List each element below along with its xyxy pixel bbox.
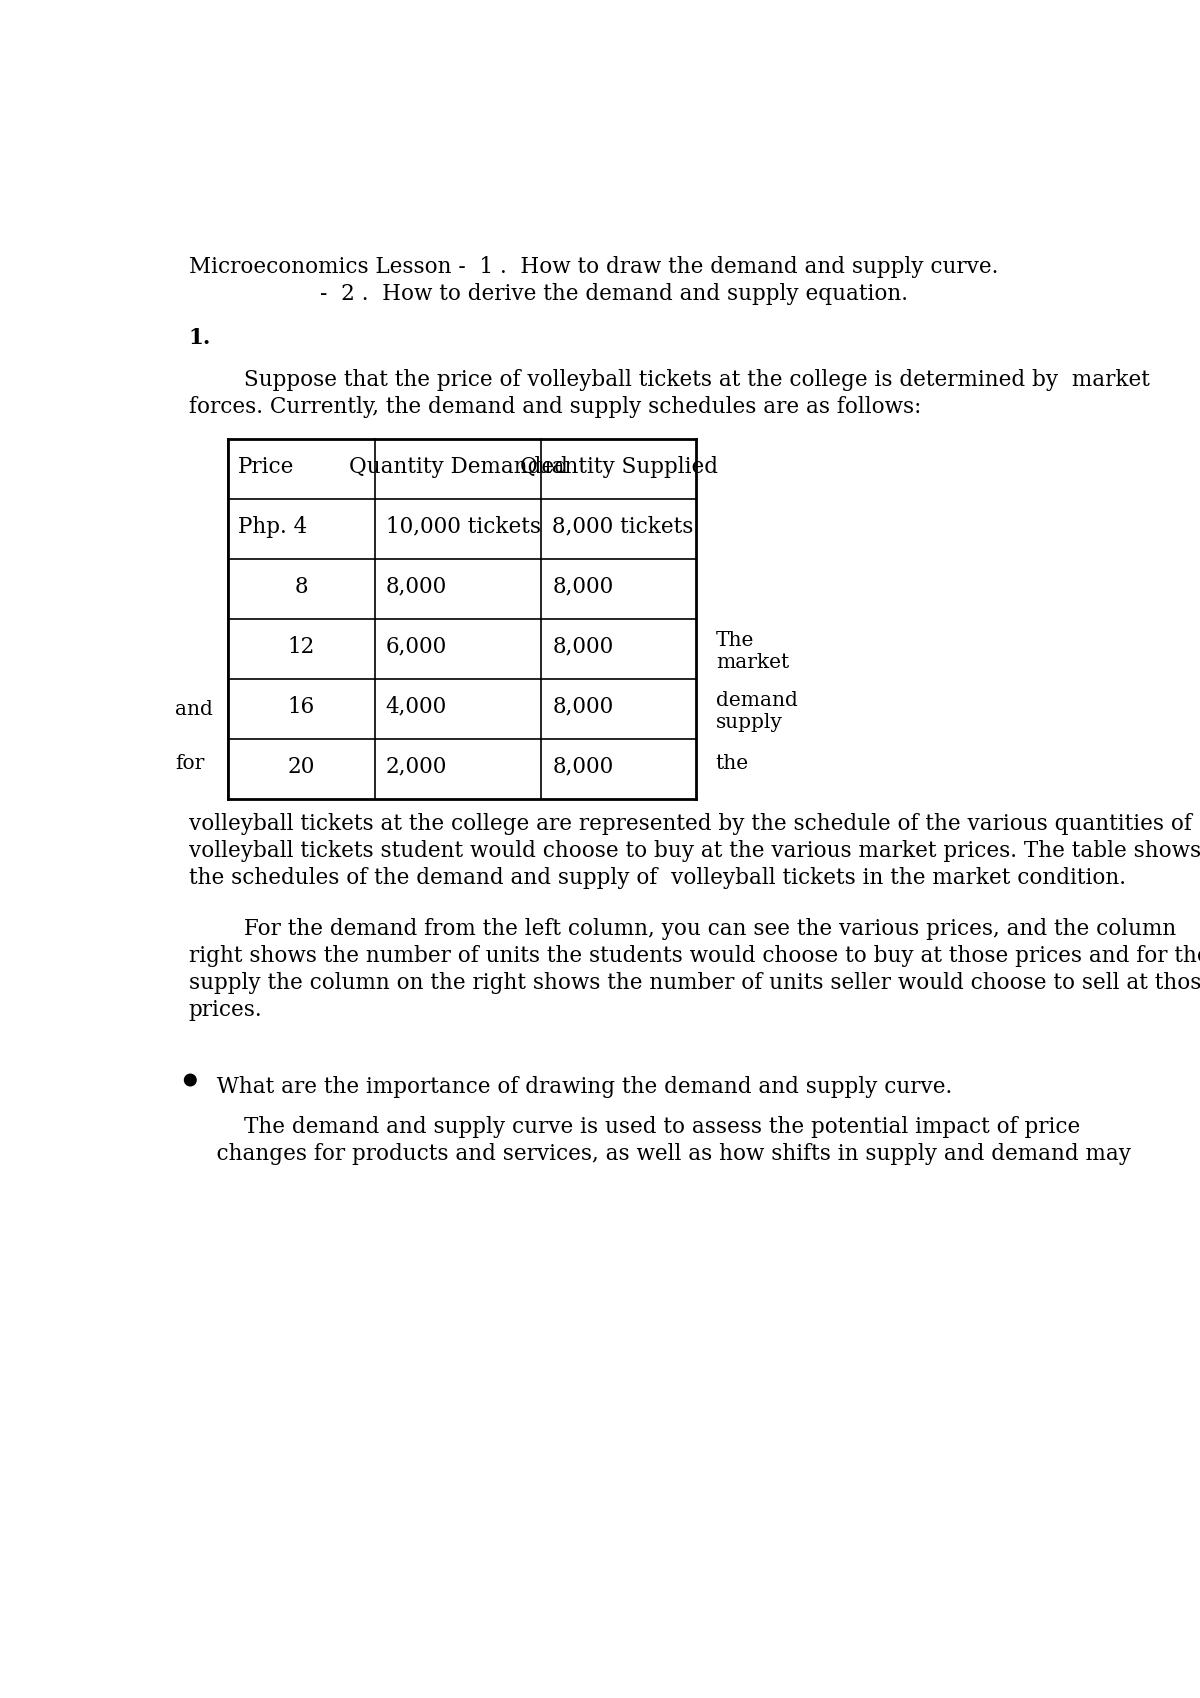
Text: 8,000 tickets: 8,000 tickets — [552, 516, 694, 538]
Text: -  2 .  How to derive the demand and supply equation.: - 2 . How to derive the demand and suppl… — [320, 284, 908, 306]
Text: forces. Currently, the demand and supply schedules are as follows:: forces. Currently, the demand and supply… — [188, 396, 922, 418]
Text: 2,000: 2,000 — [385, 756, 446, 778]
Text: 4,000: 4,000 — [385, 696, 446, 718]
Text: 8,000: 8,000 — [385, 576, 446, 598]
Bar — [228, 438, 696, 800]
Text: volleyball tickets at the college are represented by the schedule of the various: volleyball tickets at the college are re… — [188, 813, 1192, 835]
Text: Price: Price — [239, 455, 295, 477]
Text: right shows the number of units the students would choose to buy at those prices: right shows the number of units the stud… — [188, 946, 1200, 968]
Text: 6,000: 6,000 — [385, 635, 446, 657]
Text: the schedules of the demand and supply of  volleyball tickets in the market cond: the schedules of the demand and supply o… — [188, 866, 1126, 888]
Text: prices.: prices. — [188, 998, 263, 1020]
Text: Suppose that the price of volleyball tickets at the college is determined by  ma: Suppose that the price of volleyball tic… — [188, 368, 1150, 391]
Text: 20: 20 — [288, 756, 314, 778]
Text: Quantity Demanded: Quantity Demanded — [349, 455, 568, 477]
Text: 8,000: 8,000 — [552, 696, 613, 718]
Text: supply the column on the right shows the number of units seller would choose to : supply the column on the right shows the… — [188, 973, 1200, 995]
Text: and: and — [175, 700, 212, 720]
Text: 10,000 tickets: 10,000 tickets — [385, 516, 541, 538]
Text: The: The — [715, 632, 754, 650]
Text: 8,000: 8,000 — [552, 635, 613, 657]
Text: 12: 12 — [288, 635, 314, 657]
Text: Php. 4: Php. 4 — [239, 516, 307, 538]
Text: The demand and supply curve is used to assess the potential impact of price: The demand and supply curve is used to a… — [188, 1116, 1080, 1138]
Text: the: the — [715, 754, 749, 773]
Text: What are the importance of drawing the demand and supply curve.: What are the importance of drawing the d… — [203, 1077, 952, 1099]
Text: volleyball tickets student would choose to buy at the various market prices. The: volleyball tickets student would choose … — [188, 841, 1200, 863]
Text: 8,000: 8,000 — [552, 756, 613, 778]
Circle shape — [185, 1075, 196, 1085]
Text: supply: supply — [715, 713, 782, 732]
Text: 8: 8 — [294, 576, 308, 598]
Text: market: market — [715, 652, 790, 672]
Text: changes for products and services, as well as how shifts in supply and demand ma: changes for products and services, as we… — [188, 1143, 1130, 1165]
Text: 16: 16 — [288, 696, 314, 718]
Text: for: for — [175, 754, 204, 773]
Text: Quantity Supplied: Quantity Supplied — [520, 455, 718, 477]
Text: 8,000: 8,000 — [552, 576, 613, 598]
Text: demand: demand — [715, 691, 798, 710]
Text: 1.: 1. — [188, 328, 211, 350]
Text: For the demand from the left column, you can see the various prices, and the col: For the demand from the left column, you… — [188, 919, 1176, 941]
Text: Microeconomics Lesson -  1 .  How to draw the demand and supply curve.: Microeconomics Lesson - 1 . How to draw … — [188, 256, 998, 278]
